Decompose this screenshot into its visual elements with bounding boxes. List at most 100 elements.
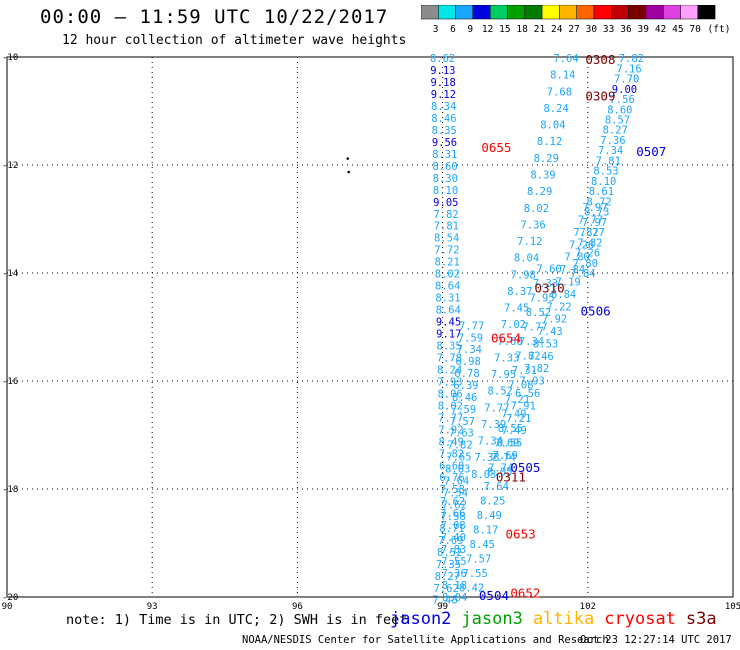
wave-height-value: 7.55	[463, 568, 488, 580]
satellite-legend-jason3: jason3	[461, 609, 523, 629]
wave-height-value: 7.77	[522, 322, 547, 334]
wave-height-value: 7.91	[511, 400, 536, 412]
wave-height-value: 7.74	[488, 462, 513, 474]
wave-height-value: 7.80	[573, 258, 598, 270]
wave-height-value: 7.58	[440, 511, 465, 523]
wave-height-value: 7.65	[446, 452, 471, 464]
wave-height-value: 7.31	[512, 365, 537, 377]
wave-height-value: 7.82	[619, 53, 644, 65]
color-bin-label: 18	[516, 24, 528, 35]
color-bin-label: 15	[499, 24, 510, 35]
color-bin-label: 36	[620, 24, 632, 35]
wave-height-value: 7.12	[517, 236, 542, 248]
satellite-legend: jason2 jason3 altika cryosat s3a	[390, 609, 727, 629]
wave-height-value: 7.82	[439, 448, 464, 460]
wave-height-value: 7.36	[600, 135, 625, 147]
wave-height-value: 8.46	[431, 113, 456, 125]
wave-height-value: 7.46	[528, 351, 553, 363]
wave-height-value: 8.64	[435, 281, 460, 293]
wave-height-value: 8.37	[507, 286, 532, 298]
color-bin-label: 27	[568, 24, 579, 35]
color-bin-label: 3	[433, 24, 439, 35]
wave-height-value: 7.59	[458, 332, 483, 344]
map-frame	[6, 56, 734, 598]
wave-height-value: 7.69	[493, 450, 518, 462]
wave-height-value: 8.54	[434, 233, 459, 245]
wave-height-value: 7.97	[582, 217, 607, 229]
wave-height-value: 7.97	[582, 202, 607, 214]
wave-height-value: 7.77	[484, 402, 509, 414]
wave-height-value: 7.34	[519, 336, 544, 348]
wave-height-value: 7.77	[459, 320, 484, 332]
wave-height-value: 8.45	[470, 539, 495, 551]
wave-height-value: 7.77	[438, 412, 463, 424]
wave-height-value: 8.04	[540, 120, 565, 132]
generation-timestamp: Oct 23 12:27:14 UTC 2017	[580, 634, 732, 646]
color-bin-label: 45	[672, 24, 683, 35]
wave-height-value: 7.98	[511, 269, 536, 281]
color-bin-label: 9	[467, 24, 473, 35]
footer-note: note: 1) Time is in UTC; 2) SWH is in fe…	[66, 612, 408, 628]
wave-height-value: 8.64	[436, 305, 461, 317]
wave-height-value: 9.17	[436, 329, 461, 341]
wave-height-value: 7.45	[504, 303, 529, 315]
wave-height-value: 7.77	[580, 227, 605, 239]
pass-time-label: 0309	[585, 88, 615, 103]
pass-time-label: 0507	[636, 144, 666, 159]
longitude-tick-label: 93	[147, 602, 158, 612]
wave-height-value: 7.02	[501, 319, 526, 331]
latitude-tick-label: -18	[2, 485, 18, 495]
wave-height-value: 8.02	[524, 203, 549, 215]
wave-height-value: 7.56	[609, 94, 634, 106]
wave-height-value: 7.78	[437, 352, 462, 364]
pass-time-label: 0654	[491, 330, 521, 345]
wave-height-value: 8.02	[435, 269, 460, 281]
wave-height-value: 8.55	[498, 423, 523, 435]
wave-height-value: 8.52	[437, 547, 462, 559]
wave-height-value: 7.26	[569, 239, 594, 251]
wave-height-value: 7.21	[505, 394, 530, 406]
pass-time-label: 0308	[585, 52, 615, 67]
wave-height-value: 8.10	[433, 185, 458, 197]
wave-height-value: 7.34	[478, 436, 503, 448]
wave-height-value: 8.57	[605, 114, 630, 126]
wave-height-value: 7.36	[520, 219, 545, 231]
island-mark	[347, 170, 351, 174]
wave-height-value: 8.18	[442, 580, 467, 592]
wave-height-value: 7.82	[577, 237, 602, 249]
wave-height-value: 7.43	[537, 326, 562, 338]
wave-height-value: 8.25	[480, 495, 505, 507]
wave-height-value: 8.60	[432, 161, 457, 173]
wave-height-value: 7.59	[451, 404, 476, 416]
wave-height-value: 8.46	[452, 392, 477, 404]
map-subtitle: 12 hour collection of altimeter wave hei…	[62, 33, 407, 48]
wave-height-value: 7.39	[481, 419, 506, 431]
pass-time-label: 0652	[510, 586, 540, 601]
longitude-tick-label: 96	[292, 602, 303, 612]
wave-height-value: 8.53	[593, 166, 618, 178]
wave-height-value: 7.60	[536, 264, 561, 276]
wave-height-value: 7.60	[497, 336, 522, 348]
wave-height-value: 7.83	[441, 544, 466, 556]
wave-height-value: 7.08	[508, 380, 533, 392]
wave-height-value: 6.56	[515, 388, 540, 400]
credit-line: NOAA/NESDIS Center for Satellite Applica…	[242, 634, 609, 646]
wave-height-value: 7.34	[457, 344, 482, 356]
wave-height-value: 7.49	[501, 408, 526, 420]
wave-height-value: 8.24	[543, 103, 568, 115]
wave-height-value: 8.34	[431, 101, 456, 113]
pass-time-label: 0506	[581, 303, 611, 318]
wave-height-value: 8.27	[435, 571, 460, 583]
wave-height-value: 7.21	[506, 413, 531, 425]
wave-height-value: 8.49	[477, 510, 502, 522]
wave-height-value: 7.54	[443, 487, 468, 499]
wave-height-value: 7.19	[555, 276, 580, 288]
latitude-tick-label: -14	[2, 269, 18, 279]
color-bin-label: 21	[534, 24, 546, 35]
wave-height-value: 9.56	[432, 137, 457, 149]
satellite-legend-jason2: jason2	[390, 609, 452, 629]
wave-height-value: 8.04	[514, 253, 539, 265]
wave-height-value: 8.06	[437, 388, 462, 400]
wave-height-value: 7.95	[491, 369, 516, 381]
wave-height-value: 8.62	[430, 53, 455, 65]
